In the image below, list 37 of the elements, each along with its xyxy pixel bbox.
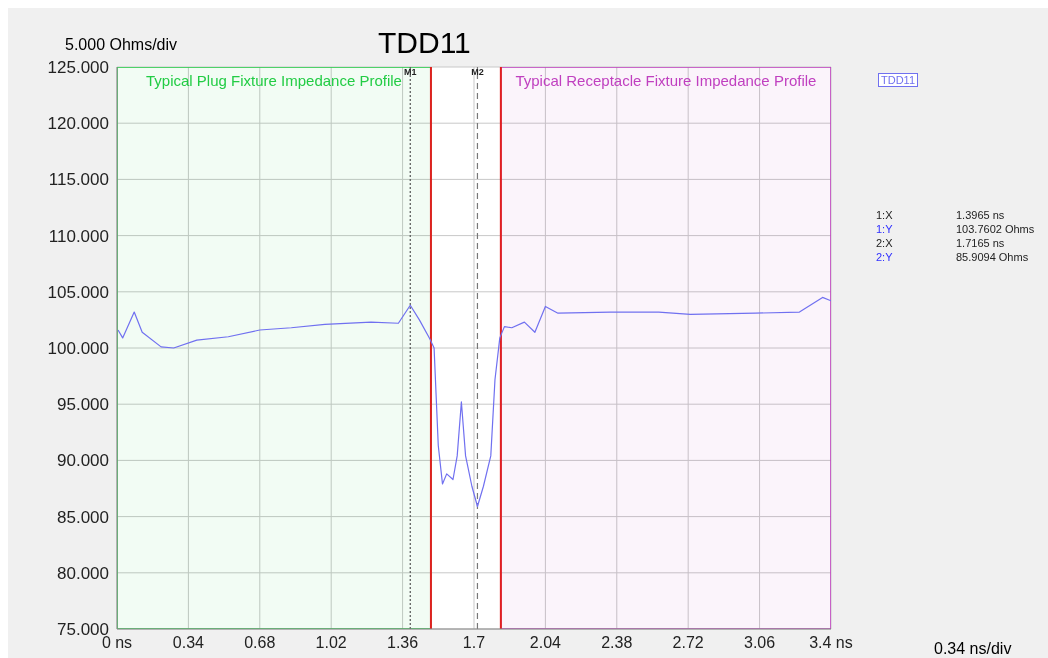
- chart-title: TDD11: [378, 26, 471, 60]
- y-tick-label: 120.000: [47, 114, 109, 134]
- band-label: Typical Receptacle Fixture Impedance Profile: [515, 71, 817, 89]
- y-tick-label: 85.000: [57, 507, 109, 527]
- text: 5.000 Ohms/div: [65, 36, 178, 54]
- band-label: Typical Plug Fixture Impedance Profile: [145, 71, 402, 89]
- y-tick-label: 115.000: [48, 170, 109, 190]
- x-tick-label: 3.06: [744, 634, 776, 652]
- y-tick-label: 105.000: [47, 282, 109, 302]
- x-tick-label: 0.34: [172, 634, 205, 652]
- text: 1:Y: [876, 223, 894, 235]
- text: 1:X: [876, 209, 894, 221]
- y-tick-label: 80.000: [57, 563, 109, 583]
- y-tick-label: 100.000: [47, 339, 109, 359]
- ref-line-label: M1: [403, 67, 417, 78]
- text: 85.9094 Ohms: [956, 251, 1030, 263]
- text: 103.7602 Ohms: [956, 223, 1036, 235]
- line-series: [117, 296, 831, 508]
- y-tick-label: 95.000: [57, 395, 109, 415]
- x-tick-label: 3.4 ns: [809, 634, 853, 652]
- text: 2:Y: [876, 251, 894, 263]
- text: 1.7165 ns: [956, 237, 1006, 249]
- x-tick-label: 2.72: [672, 634, 704, 652]
- x-tick-label: 2.38: [601, 634, 633, 652]
- x-tick-label: 1.36: [387, 634, 419, 652]
- x-tick-label: 1.7: [462, 634, 486, 652]
- y-tick-label: 110.000: [48, 226, 109, 246]
- ref-line-label: M2: [471, 67, 484, 78]
- y-tick-label: 125.000: [47, 58, 109, 78]
- text: 1.3965 ns: [956, 209, 1006, 221]
- x-tick-label: 0.68: [244, 634, 276, 652]
- text: TDD11: [877, 73, 918, 87]
- text: 0.34 ns/div: [934, 640, 1012, 658]
- x-tick-label: 2.04: [529, 634, 562, 652]
- text: 2:X: [876, 237, 894, 249]
- x-tick-label: 1.02: [315, 634, 347, 652]
- y-tick-label: 90.000: [57, 451, 109, 471]
